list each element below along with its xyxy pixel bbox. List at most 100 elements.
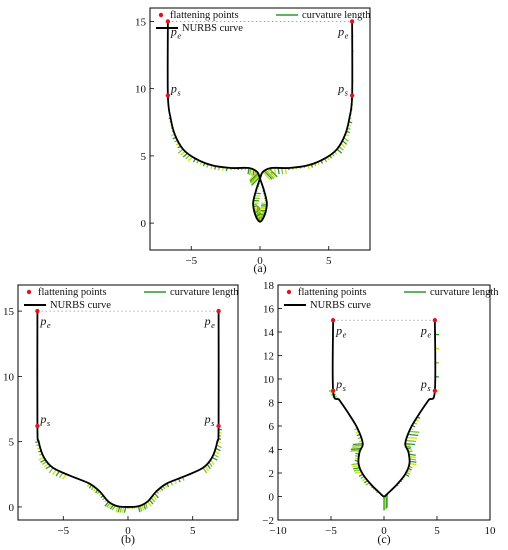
y-tick-label: 0 [141,218,147,230]
ps-label: p [337,81,344,95]
flattening-point [432,318,438,323]
comb-hair [273,167,277,175]
pe-label: p [39,314,46,328]
legend-curvature-label: curvature length [170,287,239,298]
comb-hair [357,436,361,440]
legend-curvature-label: curvature length [302,10,371,21]
panel-caption: (a) [253,261,266,275]
comb-hair [162,486,166,490]
pe-label-sub: e [427,329,431,339]
comb-hair [407,436,418,440]
comb-hair [250,169,253,176]
comb-hair [137,506,141,513]
flattening-point [165,93,171,98]
ps-label: p [39,412,46,426]
comb-hair [250,174,259,184]
pe-label-sub: e [211,320,215,330]
comb-hair [281,167,284,175]
x-tick-label: 0 [381,525,387,537]
y-tick-label: −2 [262,515,274,527]
x-tick-label: −5 [57,525,69,537]
comb-hair [277,167,280,175]
comb-hair [406,439,417,443]
comb-hair [251,176,260,186]
legend: flattening points curvature length NURBS c… [156,10,371,34]
comb-hair [265,169,275,179]
y-tick-label: 10 [263,374,275,386]
comb-hair [247,167,250,175]
comb-hair [249,168,252,176]
comb-hair [406,445,411,448]
ps-label: p [204,412,211,426]
comb-hair [48,467,54,474]
flattening-point [432,388,438,393]
legend-flattening-label: flattening points [170,10,239,21]
legend-nurbs-label: NURBS curve [50,300,111,311]
flattening-point [165,19,171,24]
nurbs-curve-line [331,320,437,498]
flattening-point [35,308,40,314]
comb-hair [352,442,363,446]
flattening-point [330,318,336,323]
y-tick-label: 0 [269,492,275,504]
x-tick-label: −5 [185,255,197,267]
legend-curvature-label: curvature length [430,287,499,298]
pe-label: p [337,24,344,38]
comb-hair [336,148,343,154]
comb-hair [152,495,158,501]
pe-label-sub: e [343,329,347,339]
comb-hair [255,213,262,217]
flattening-point [349,93,355,98]
legend-flattening-marker [26,289,32,295]
y-tick-label: 5 [141,151,147,163]
y-tick-label: 15 [3,306,15,318]
legend-nurbs-label: NURBS curve [310,300,371,311]
x-tick-label: 5 [190,525,196,537]
comb-hair [248,171,258,181]
comb-hair [351,462,359,466]
legend-flattening-label: flattening points [298,287,367,298]
flattening-point [349,19,355,24]
comb-hair [284,167,287,175]
ps-label-sub: s [343,383,347,393]
ps-label: p [420,377,427,391]
legend-flattening-marker [158,12,164,18]
curvature-comb [35,428,222,513]
ps-label: p [335,377,342,391]
comb-hair [262,171,272,181]
comb-hair [263,170,273,180]
comb-hair [409,462,417,466]
ps-label-sub: s [427,383,431,393]
comb-hair [250,175,260,185]
y-tick-label: 0 [9,502,15,514]
comb-hair [268,168,278,178]
curvature-comb [166,35,354,222]
curvature-comb [328,333,440,511]
y-tick-label: 6 [269,421,275,433]
pe-label-sub: e [177,30,181,40]
y-tick-label: 5 [9,437,15,449]
legend-flattening-marker [286,289,292,295]
comb-hair [90,486,94,491]
pe-label-sub: e [47,320,51,330]
legend: flattening points curvature length NURBS c… [284,287,499,311]
pe-label: p [335,323,342,337]
x-tick-label: −10 [269,525,287,537]
legend-nurbs-label: NURBS curve [182,23,243,34]
pe-label-sub: e [345,30,349,40]
flattening-point [35,423,40,429]
panel-caption: (b) [121,532,135,546]
y-tick-label: 12 [263,351,274,363]
comb-hair [350,447,361,451]
ps-label-sub: s [211,418,215,428]
comb-hair [350,449,361,452]
pe-label: p [170,24,177,38]
comb-hair [405,442,416,446]
pe-label: p [420,323,427,337]
comb-hair [253,207,258,210]
ps-label-sub: s [177,87,181,97]
comb-hair [409,430,420,433]
